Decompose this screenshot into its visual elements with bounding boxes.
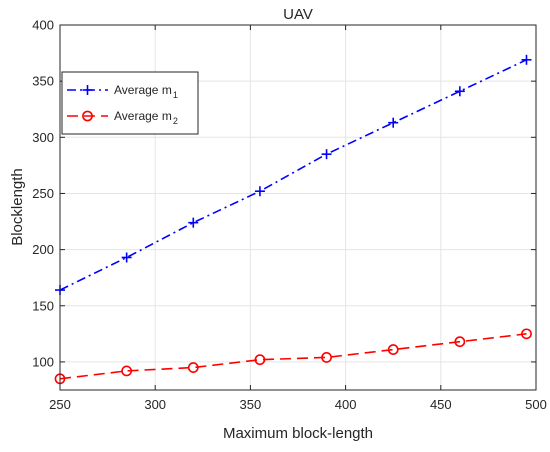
- series-2-point: [254, 354, 266, 366]
- x-tick-label: 400: [335, 397, 357, 412]
- legend-marker: [82, 110, 93, 122]
- y-tick-label: 200: [32, 242, 54, 257]
- x-tick-label: 450: [430, 397, 452, 412]
- x-tick-label: 500: [525, 397, 547, 412]
- grid-lines: [59, 24, 537, 390]
- y-tick-label: 300: [32, 130, 54, 145]
- series-1-point: [454, 86, 465, 97]
- legend-box: [61, 71, 199, 135]
- series-1-point: [188, 217, 199, 228]
- y-tick-label: 350: [32, 74, 54, 89]
- series-1-point: [388, 117, 399, 128]
- series-2-point: [521, 328, 532, 340]
- legend-marker: [82, 85, 93, 95]
- chart-title: UAV: [283, 6, 313, 23]
- series-2-point: [187, 362, 199, 373]
- series-2-point: [121, 365, 133, 377]
- series-2-point: [387, 344, 399, 355]
- legend-entry-1: Average m1: [67, 83, 178, 100]
- series-1-point: [254, 186, 265, 197]
- y-axis-label: Blocklength: [9, 168, 26, 246]
- x-tick-label: 250: [49, 397, 71, 412]
- y-tick-label: 400: [32, 18, 54, 33]
- legend-label-subscript: 1: [173, 90, 178, 100]
- plot-frame: [59, 24, 537, 391]
- legend-label: Average m1: [114, 83, 178, 100]
- legend-label-subscript: 2: [173, 116, 178, 126]
- y-tick-label: 100: [32, 354, 54, 369]
- y-tick-label: 250: [32, 186, 54, 201]
- series-2-point: [454, 336, 466, 348]
- x-tick-label: 350: [240, 397, 262, 412]
- series-1-point: [521, 54, 532, 65]
- series-1-point: [321, 149, 332, 160]
- legend-label-text: Average m: [114, 109, 172, 123]
- series-1-line: [59, 59, 527, 291]
- axis-ticks: 250 300 350 400 450 500 100 150 200 250 300 350 400: [32, 18, 547, 413]
- series-2-point: [321, 352, 332, 363]
- series-1-point: [121, 252, 132, 263]
- legend-label-text: Average m: [114, 83, 172, 97]
- x-tick-label: 300: [144, 397, 166, 412]
- series-2-line: [59, 333, 527, 380]
- legend-label: Average m2: [114, 109, 178, 126]
- x-axis-label: Maximum block-length: [223, 425, 373, 442]
- y-tick-label: 150: [32, 298, 54, 313]
- legend-entry-2: Average m2: [67, 109, 178, 126]
